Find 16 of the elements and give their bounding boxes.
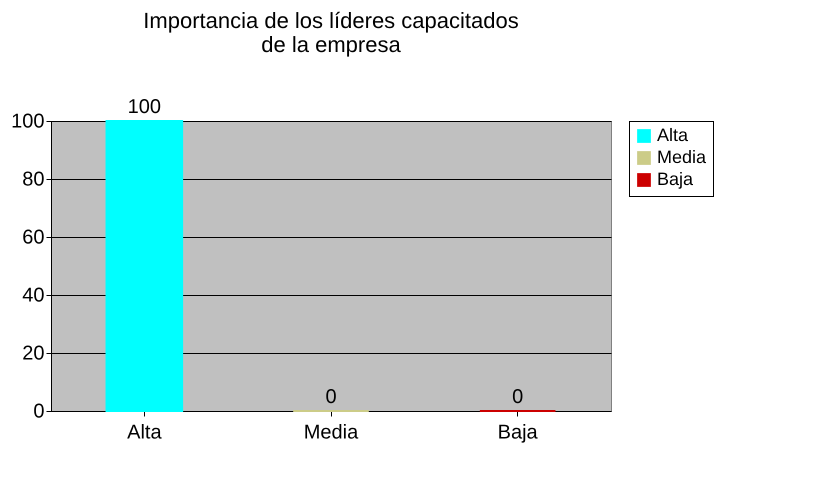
chart-title: Importancia de los líderes capacitados de la empresa <box>143 8 519 57</box>
data-label: 0 <box>325 386 337 408</box>
x-tick-label: Baja <box>498 422 539 444</box>
x-tick-label: Alta <box>127 422 162 444</box>
data-label: 100 <box>128 96 162 118</box>
legend-label: Alta <box>657 125 690 145</box>
y-tick-label: 0 <box>33 400 44 422</box>
legend-label: Baja <box>657 169 694 189</box>
y-tick-label: 100 <box>11 110 44 132</box>
y-tick-label: 80 <box>22 168 44 190</box>
data-label: 0 <box>512 386 524 408</box>
x-tick-label: Media <box>304 422 360 444</box>
y-tick-label: 60 <box>22 226 44 248</box>
y-tick-label: 40 <box>22 284 44 306</box>
y-tick-label: 20 <box>22 342 44 364</box>
legend-label: Media <box>657 147 708 167</box>
